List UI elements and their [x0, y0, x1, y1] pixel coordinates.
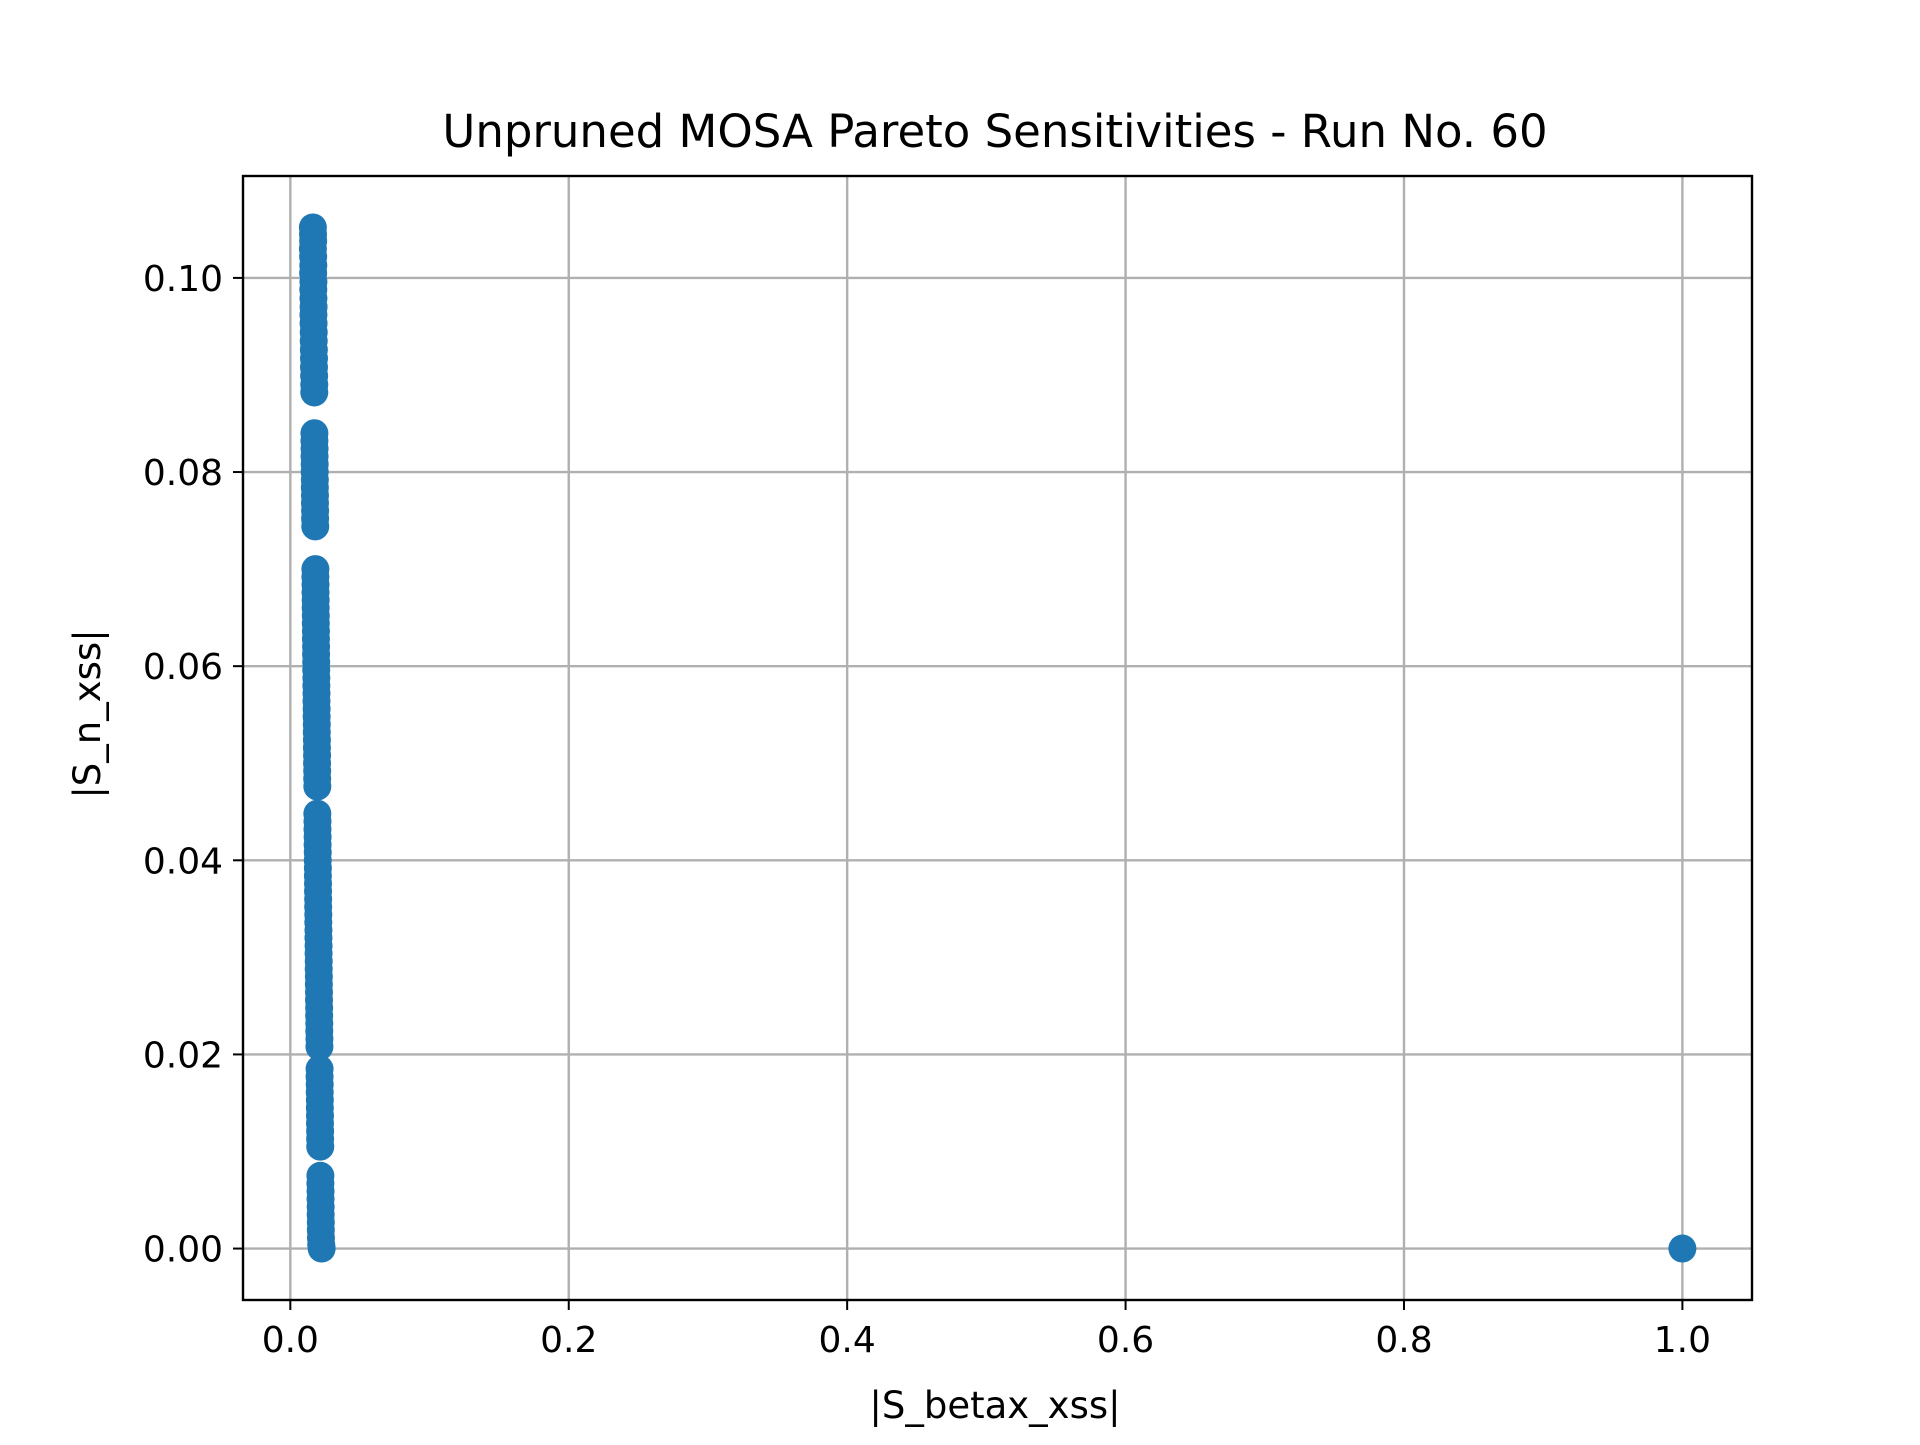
y-tick-label: 0.00	[143, 1230, 223, 1271]
axis-ticks: 0.0 0.2 0.4 0.6 0.8 1.0 0.00 0.02 0.04 0.06 0.08 0.…	[143, 259, 1711, 1361]
x-tick-label: 0.4	[819, 1320, 876, 1361]
chart-title: Unpruned MOSA Pareto Sensitivities - Run…	[442, 105, 1547, 158]
data-point	[305, 1032, 334, 1061]
data-point	[301, 512, 330, 541]
data-point	[303, 772, 332, 801]
data-point	[307, 1234, 336, 1263]
x-axis-label: |S_betax_xss|	[869, 1384, 1120, 1427]
y-tick-label: 0.06	[143, 647, 223, 688]
data-points	[298, 213, 1697, 1263]
plot-frame	[241, 174, 1754, 1302]
y-tick-label: 0.02	[143, 1035, 223, 1076]
y-tick-label: 0.10	[143, 259, 223, 300]
grid-lines	[243, 176, 1752, 1300]
data-point	[300, 378, 329, 407]
y-tick-label: 0.08	[143, 453, 223, 494]
data-point	[1668, 1234, 1697, 1263]
x-tick-label: 0.6	[1097, 1320, 1154, 1361]
y-tick-label: 0.04	[143, 841, 223, 882]
x-tick-label: 0.2	[540, 1320, 597, 1361]
x-tick-label: 1.0	[1654, 1320, 1711, 1361]
x-tick-label: 0.8	[1375, 1320, 1432, 1361]
x-tick-label: 0.0	[262, 1320, 319, 1361]
y-axis-label: |S_n_xss|	[66, 629, 109, 798]
data-point	[306, 1132, 335, 1161]
